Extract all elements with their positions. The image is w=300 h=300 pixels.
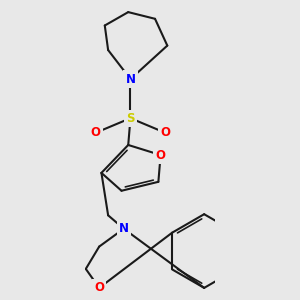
Text: S: S: [126, 112, 135, 125]
Text: O: O: [156, 148, 166, 161]
Text: O: O: [91, 126, 101, 139]
Text: N: N: [125, 73, 136, 85]
Text: N: N: [119, 222, 129, 235]
Text: O: O: [94, 281, 104, 294]
Text: O: O: [160, 126, 170, 139]
